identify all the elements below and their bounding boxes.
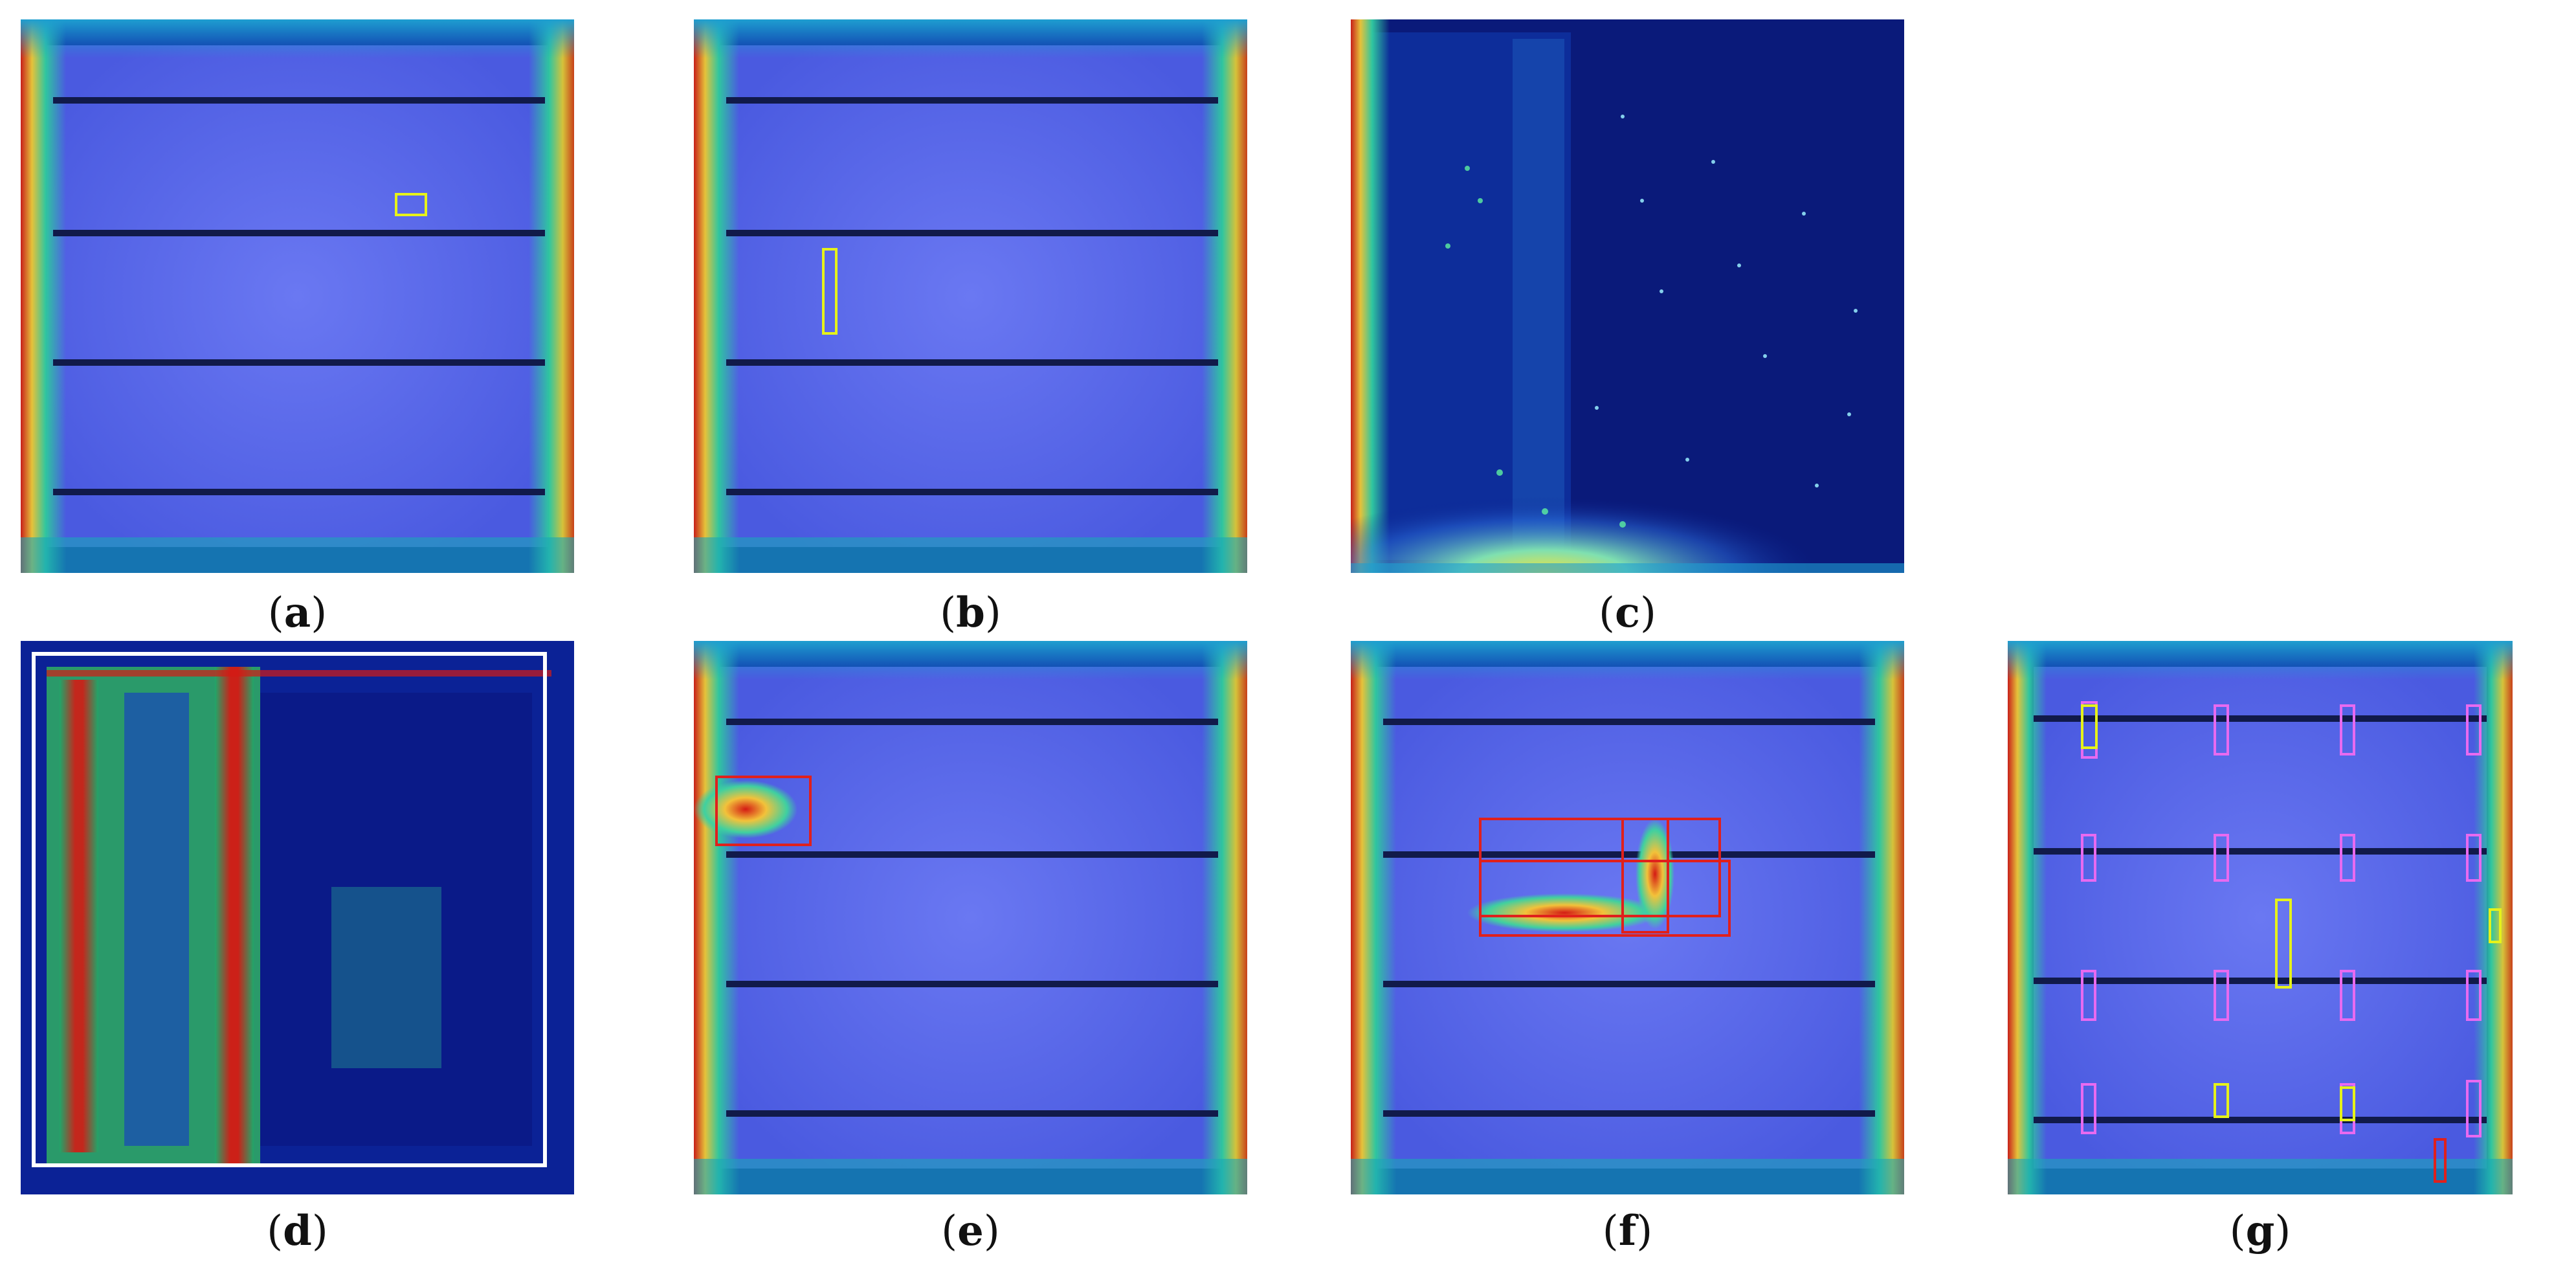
defect-box: [2434, 1138, 2447, 1183]
heatmap-d: [21, 641, 574, 1194]
heatmap-panel-c: [1351, 19, 1904, 573]
heatmap-e: [694, 641, 1247, 1194]
heatmap-panel-b: [694, 19, 1247, 573]
panel-caption: (f): [1602, 1207, 1653, 1255]
panel-caption: (a): [267, 588, 328, 637]
panel-caption: (g): [2229, 1207, 2291, 1255]
defect-box: [395, 193, 427, 216]
defect-box: [1479, 860, 1731, 937]
heatmap-panel-d: [21, 641, 574, 1194]
panel-caption: (d): [267, 1207, 328, 1255]
heatmap-panel-e: [694, 641, 1247, 1194]
defect-box: [822, 248, 838, 335]
heatmap-panel-a: [21, 19, 574, 573]
heatmap-panel-f: [1351, 641, 1904, 1194]
heatmap-g: [2008, 641, 2513, 1194]
defect-box: [1621, 818, 1669, 934]
defect-box: [32, 652, 547, 1167]
heatmap-c: [1351, 19, 1904, 573]
panel-caption: (c): [1599, 588, 1656, 637]
panel-caption: (b): [940, 588, 1001, 637]
defect-box: [715, 776, 812, 846]
heatmap-b: [694, 19, 1247, 573]
panel-caption: (e): [941, 1207, 1000, 1255]
heatmap-panel-g: [2008, 641, 2513, 1194]
heatmap-f: [1351, 641, 1904, 1194]
heatmap-a: [21, 19, 574, 573]
